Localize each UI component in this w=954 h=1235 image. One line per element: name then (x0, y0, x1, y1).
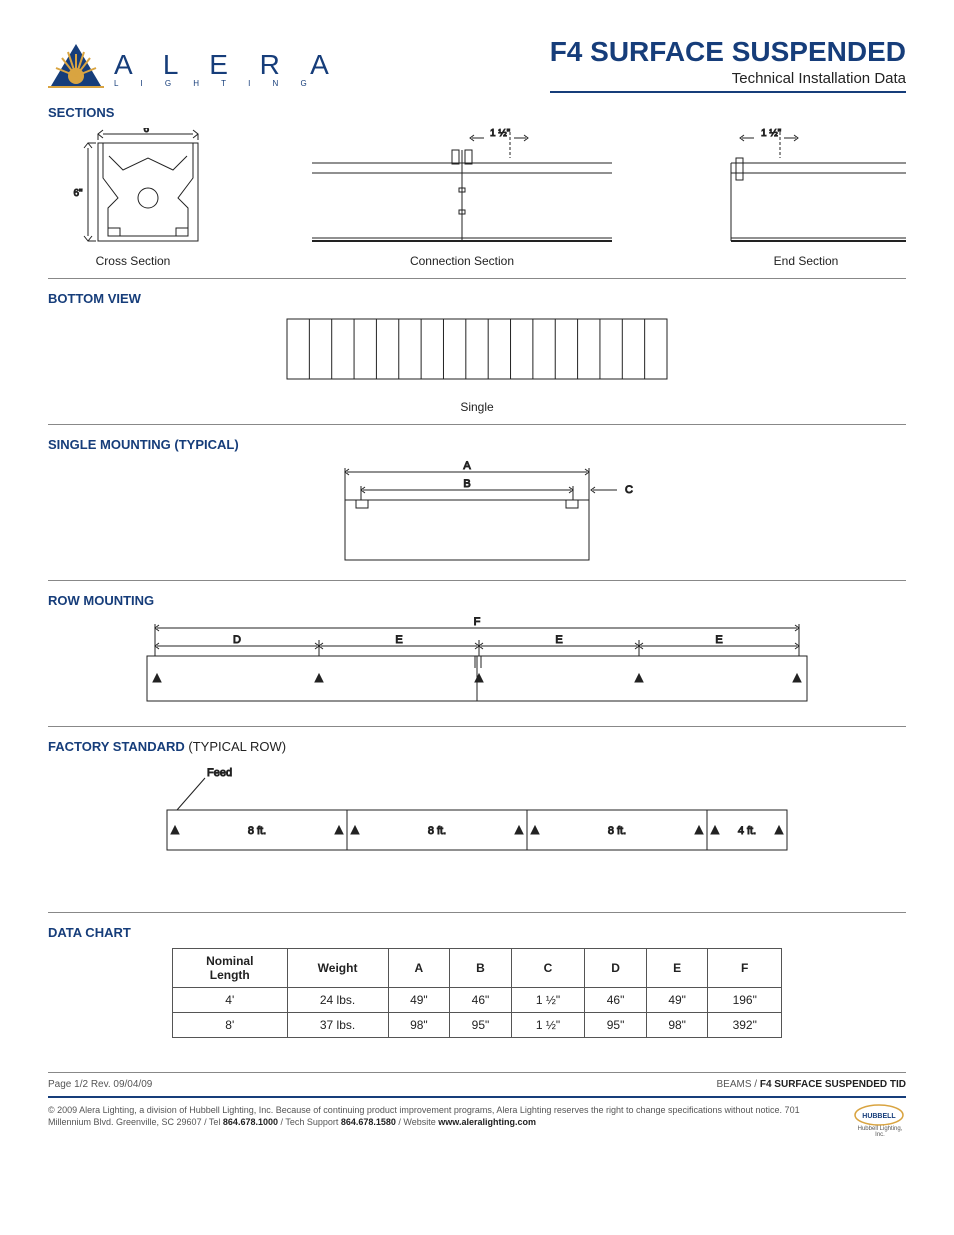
svg-text:6": 6" (73, 188, 83, 199)
connection-section-label: Connection Section (312, 254, 612, 268)
table-header: Weight (287, 949, 388, 988)
heading-factory-std: FACTORY STANDARD (TYPICAL ROW) (48, 739, 906, 754)
heading-bottom-view: BOTTOM VIEW (48, 291, 906, 306)
factory-std-diagram: Feed 8 ft. 8 ft. 8 ft. 4 ft. (147, 762, 807, 862)
bottom-view-label: Single (48, 400, 906, 414)
single-mount-diagram: A B C (317, 460, 637, 570)
svg-text:8 ft.: 8 ft. (428, 825, 446, 837)
svg-text:D: D (233, 634, 241, 646)
svg-text:B: B (463, 478, 470, 490)
cross-section-diagram: 6" 6" (48, 128, 218, 248)
svg-text:E: E (555, 634, 562, 646)
factory-std-title: FACTORY STANDARD (48, 739, 185, 754)
hubbell-logo: HUBBELL Hubbell Lighting, Inc. (854, 1104, 906, 1138)
factory-std-suffix: (TYPICAL ROW) (188, 739, 286, 754)
table-header: B (450, 949, 512, 988)
cross-section-label: Cross Section (48, 254, 218, 268)
table-header: E (646, 949, 708, 988)
header: A L E R A L I G H T I N G F4 SURFACE SUS… (48, 36, 906, 93)
connection-section-diagram: 1 ½" (312, 128, 612, 248)
svg-text:4 ft.: 4 ft. (738, 825, 756, 837)
bottom-view-diagram (277, 314, 677, 394)
table-header: C (511, 949, 584, 988)
svg-text:A: A (463, 460, 471, 472)
svg-text:C: C (625, 484, 633, 496)
svg-text:E: E (715, 634, 722, 646)
heading-row-mount: ROW MOUNTING (48, 593, 906, 608)
table-row: 4'24 lbs.49"46"1 ½"46"49"196" (173, 988, 782, 1013)
document-title: F4 SURFACE SUSPENDED (550, 36, 906, 68)
heading-single-mount: SINGLE MOUNTING (TYPICAL) (48, 437, 906, 452)
table-header: NominalLength (173, 949, 288, 988)
sections-diagrams: 6" 6" Cross Section 1 ½" (48, 128, 906, 268)
table-header: F (708, 949, 782, 988)
svg-text:8 ft.: 8 ft. (608, 825, 626, 837)
page-footer-line: Page 1/2 Rev. 09/04/09 BEAMS / F4 SURFAC… (48, 1079, 906, 1090)
row-mount-diagram: F D E E E (137, 616, 817, 716)
brand-name: A L E R A (114, 49, 341, 81)
svg-text:F: F (474, 616, 481, 628)
svg-text:1 ½": 1 ½" (761, 128, 782, 139)
end-section-label: End Section (706, 254, 906, 268)
document-subtitle: Technical Installation Data (550, 70, 906, 87)
svg-text:1 ½": 1 ½" (490, 128, 511, 139)
sunburst-icon (48, 36, 104, 88)
brand-tagline: L I G H T I N G (114, 79, 341, 88)
end-section-diagram: 1 ½" (706, 128, 906, 248)
page-number: Page 1/2 Rev. 09/04/09 (48, 1079, 152, 1090)
table-header: D (585, 949, 647, 988)
svg-text:8 ft.: 8 ft. (248, 825, 266, 837)
heading-data-chart: DATA CHART (48, 925, 906, 940)
legal-text: © 2009 Alera Lighting, a division of Hub… (48, 1104, 842, 1138)
svg-text:Feed: Feed (207, 767, 232, 779)
svg-text:6": 6" (143, 128, 153, 135)
breadcrumb: BEAMS / F4 SURFACE SUSPENDED TID (717, 1079, 907, 1090)
data-chart-table: NominalLengthWeightABCDEF 4'24 lbs.49"46… (172, 948, 782, 1038)
svg-text:HUBBELL: HUBBELL (862, 1113, 896, 1120)
brand-logo: A L E R A L I G H T I N G (48, 36, 341, 88)
table-row: 8'37 lbs.98"95"1 ½"95"98"392" (173, 1013, 782, 1038)
table-header: A (388, 949, 450, 988)
heading-sections: SECTIONS (48, 105, 906, 120)
svg-text:E: E (395, 634, 402, 646)
